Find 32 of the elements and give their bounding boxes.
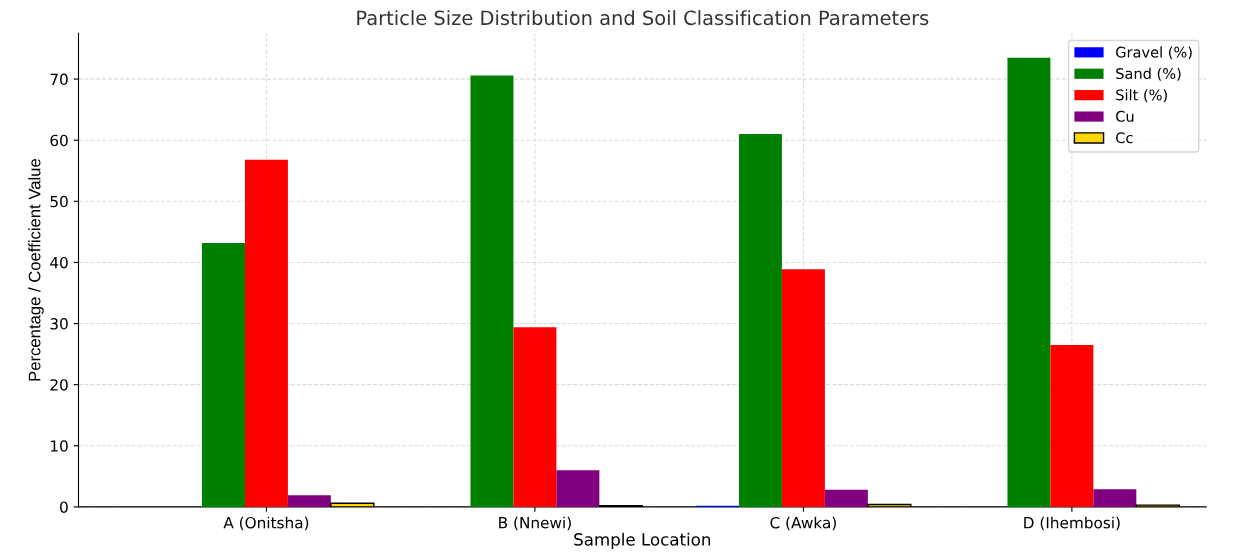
bar <box>1093 489 1137 507</box>
y-tick-label: 60 <box>50 134 68 147</box>
legend-label: Sand (%) <box>1116 67 1181 81</box>
x-tick-label: D (Ihembosi) <box>1024 516 1120 531</box>
bar <box>202 242 245 507</box>
legend-label: Cu <box>1116 110 1134 122</box>
y-tick-label: 70 <box>50 73 68 86</box>
y-tick-label: 10 <box>51 440 68 452</box>
bar <box>824 489 868 507</box>
x-tick-label: B (Nnewi) <box>499 516 571 531</box>
bar <box>738 134 782 507</box>
y-tick-label: 0 <box>60 501 68 513</box>
y-tick-label: 40 <box>50 256 68 269</box>
chart-title: Particle Size Distribution and Soil Classification Parameters <box>357 10 929 26</box>
bar <box>470 75 514 507</box>
bar <box>287 495 331 507</box>
y-tick-label: 20 <box>50 379 68 391</box>
x-axis-title: Sample Location <box>574 532 711 549</box>
y-tick-label: 50 <box>50 195 68 208</box>
y-tick-label: 30 <box>50 318 68 330</box>
bar <box>244 159 288 507</box>
x-tick-label: A (Onitsha) <box>223 516 309 531</box>
x-tick-label: C (Awka) <box>770 516 836 531</box>
bar <box>556 470 600 507</box>
bar <box>1050 344 1094 507</box>
bar <box>1007 57 1051 507</box>
legend-label: Gravel (%) <box>1116 46 1192 60</box>
legend-label: Cc <box>1116 132 1133 144</box>
bar <box>781 269 825 507</box>
y-axis-title: Percentage / Coefficient Value <box>28 159 44 381</box>
legend-label: Silt (%) <box>1116 89 1167 103</box>
bar <box>513 327 557 507</box>
